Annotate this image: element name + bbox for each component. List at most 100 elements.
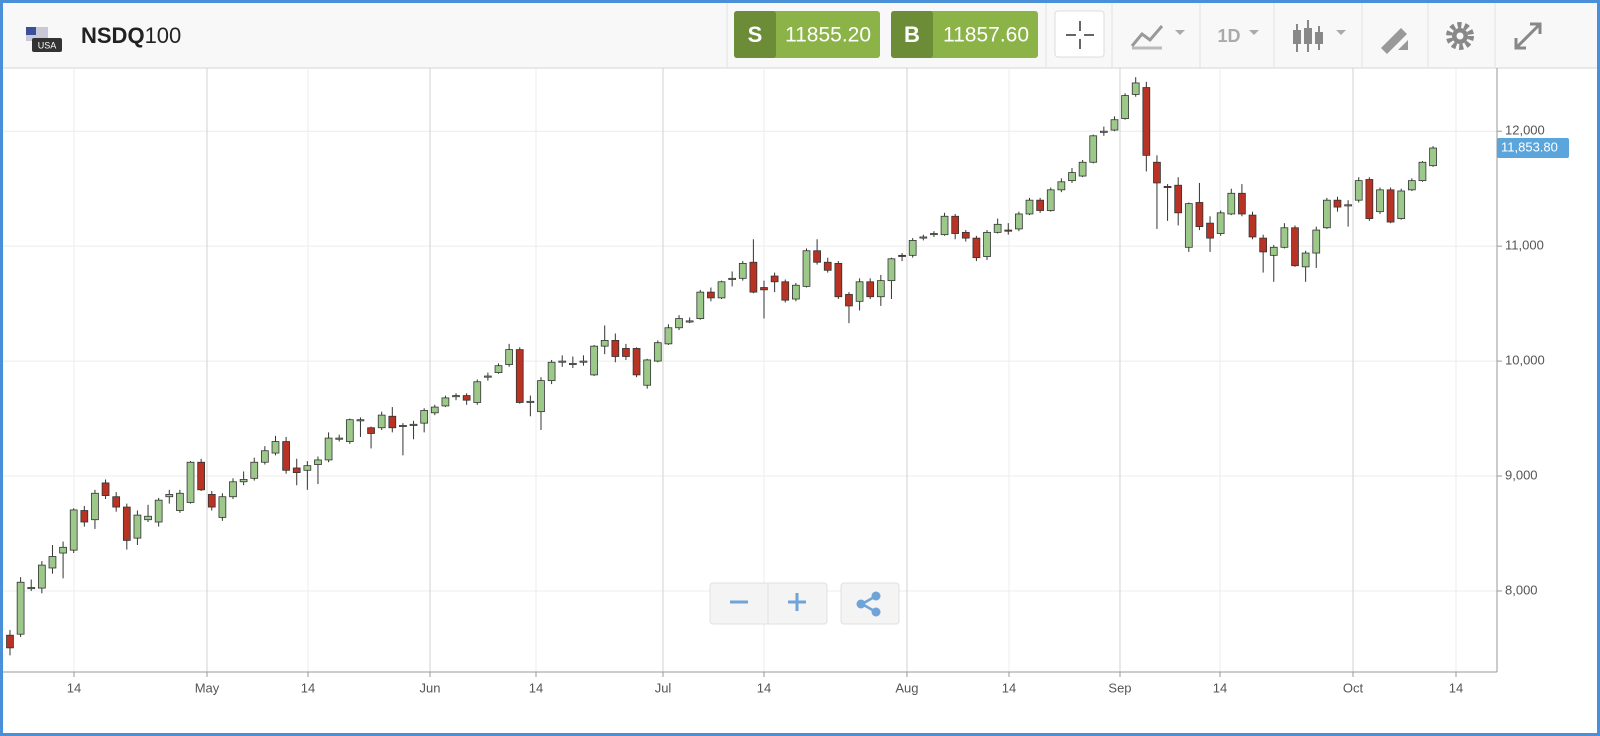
candle-body — [1078, 161, 1087, 177]
candle-body — [961, 231, 970, 239]
candle-body — [1407, 180, 1416, 191]
candle-body — [579, 360, 588, 363]
sell-label: S — [748, 22, 763, 47]
interval-button[interactable]: 1D — [1217, 26, 1259, 46]
candle-body — [314, 459, 322, 465]
candle-body — [600, 340, 609, 347]
candle-body — [154, 499, 163, 523]
candle-body — [229, 481, 237, 498]
zoom-in-button[interactable] — [788, 593, 806, 611]
candle-body — [1142, 87, 1151, 156]
candle-body — [1163, 185, 1172, 188]
candle-body — [1206, 222, 1214, 239]
zoom-controls — [709, 582, 900, 625]
candle-body — [505, 349, 513, 365]
candle-body — [770, 275, 779, 283]
candle-body — [494, 365, 503, 373]
settings-icon — [1456, 32, 1464, 40]
candle-body — [1333, 199, 1342, 208]
buy-button[interactable]: B 11857.60 — [891, 11, 1038, 58]
y-tick-label: 8,000 — [1505, 582, 1538, 597]
candle-body — [335, 437, 344, 440]
candle-body — [590, 345, 598, 376]
candle-body — [537, 380, 545, 413]
candle-body — [1323, 199, 1331, 229]
plot-area: 8,000 9,000 10,000 11,000 12,000 14 May 14 Jun 14… — [0, 68, 1569, 695]
candle-body — [1386, 189, 1395, 223]
candle-body — [930, 233, 938, 236]
candle-body — [898, 254, 906, 257]
share-icon — [871, 607, 881, 617]
x-tick-label: Sep — [1108, 680, 1131, 695]
y-tick-label: 10,000 — [1505, 353, 1545, 368]
candle-body — [1153, 161, 1161, 184]
candle-body — [430, 406, 439, 414]
fullscreen-button[interactable] — [1514, 22, 1542, 50]
candle-body — [1376, 189, 1384, 213]
settings-button[interactable] — [1446, 22, 1474, 50]
candle-body — [813, 250, 821, 263]
candle-body — [1131, 82, 1140, 95]
candle-body — [749, 261, 758, 293]
flag-icon: USA — [26, 27, 62, 52]
draw-icon — [1381, 28, 1408, 54]
candle-body — [48, 556, 57, 569]
buy-tab — [891, 11, 933, 58]
candle-body — [388, 415, 397, 429]
candle-body — [876, 280, 885, 298]
candle-body — [728, 277, 736, 280]
crosshair-button[interactable] — [1054, 10, 1105, 58]
candle-body — [653, 342, 662, 362]
candle-body — [558, 360, 567, 363]
x-tick-label: Aug — [895, 680, 918, 695]
candle-body — [1365, 179, 1374, 219]
x-tick-label: 14 — [529, 680, 543, 695]
candle-body — [91, 492, 99, 521]
candle-body — [1269, 246, 1278, 256]
candle-body — [1418, 161, 1427, 182]
candle-body — [271, 441, 280, 454]
chart-type-button[interactable] — [1293, 20, 1346, 52]
fullscreen-icon — [1514, 22, 1542, 50]
sell-button[interactable]: S 11855.20 — [734, 11, 880, 58]
y-tick-label: 12,000 — [1505, 123, 1545, 138]
x-tick-label: Oct — [1343, 680, 1364, 695]
candle-body — [845, 294, 853, 307]
candle-body — [1344, 204, 1352, 207]
crosshair-icon — [1066, 21, 1094, 49]
candle-body — [908, 240, 917, 256]
candle-body — [919, 236, 928, 239]
share-button[interactable] — [856, 591, 881, 617]
candle-body — [855, 281, 864, 302]
candle-body — [1238, 192, 1246, 215]
dropdown-arrow — [1175, 30, 1185, 35]
candle-body — [685, 320, 694, 323]
candle-body — [622, 348, 630, 357]
candle-body — [760, 287, 768, 291]
candle-body — [951, 215, 960, 234]
x-tick-label: 14 — [1002, 680, 1016, 695]
interval-label: 1D — [1217, 26, 1240, 46]
candle-body — [292, 467, 301, 473]
candle-body — [1099, 130, 1108, 133]
flag-label: USA — [38, 40, 57, 50]
candle-body — [696, 291, 705, 319]
candle-body — [420, 410, 429, 424]
candle-body — [1110, 119, 1119, 131]
candle-body — [972, 237, 981, 259]
candle-body — [1301, 252, 1310, 268]
candle-body — [176, 492, 184, 511]
candle-body — [866, 281, 875, 298]
toolbar: USA NSDQ100 S 11855.20 B 11857.60 — [0, 0, 1600, 69]
draw-button[interactable] — [1381, 28, 1408, 54]
candle-body — [324, 437, 333, 461]
indicators-button[interactable] — [1130, 25, 1185, 50]
flag-canton — [26, 27, 36, 35]
x-tick-label: 14 — [301, 680, 315, 695]
candle-body — [345, 419, 354, 442]
sell-tab — [734, 11, 776, 58]
candle-body — [1397, 190, 1406, 219]
